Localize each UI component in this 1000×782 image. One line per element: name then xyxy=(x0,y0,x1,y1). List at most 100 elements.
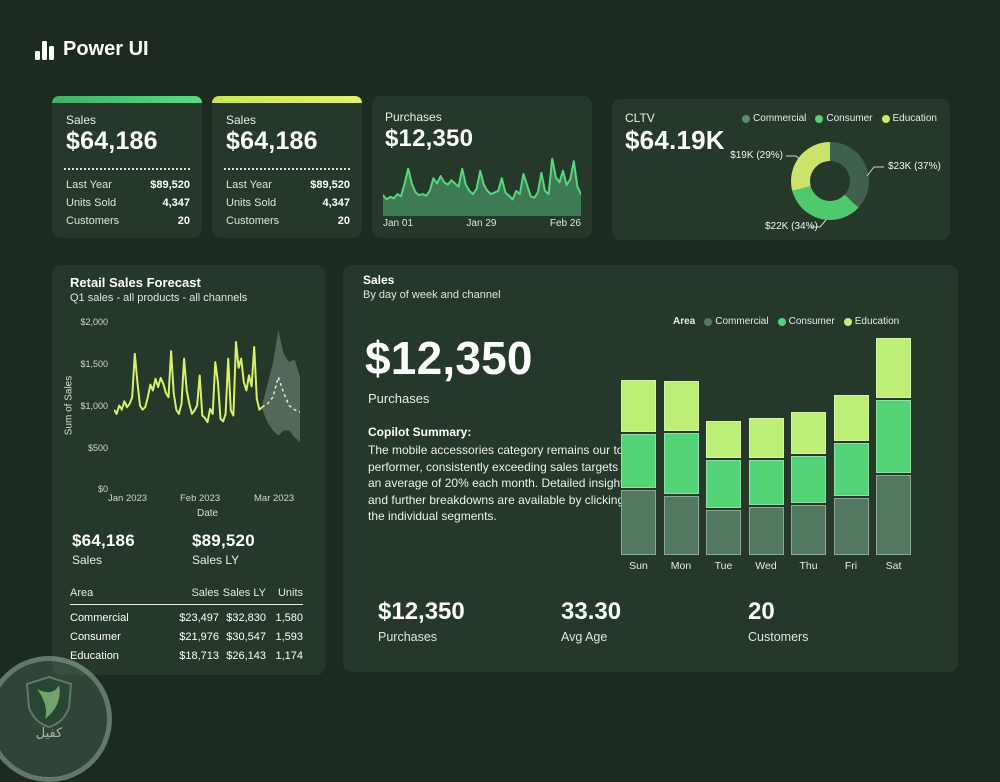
bar-column-sat[interactable] xyxy=(876,325,911,555)
legend-dot-commercial xyxy=(704,317,713,326)
retail-kpi-sales: $64,186 xyxy=(72,531,135,550)
bar-category-label: Thu xyxy=(799,560,818,572)
bar-column-thu[interactable] xyxy=(791,325,826,555)
bar-chart-legend: Area Commercial Consumer Education xyxy=(673,316,899,327)
retail-forecast-card: Retail Sales Forecast Q1 sales - all pro… xyxy=(52,265,325,675)
bar-segment-commercial[interactable] xyxy=(663,496,699,555)
bar-segment-education[interactable] xyxy=(621,380,656,432)
row-label: Units Sold xyxy=(226,197,277,209)
card-subtitle: By day of week and channel xyxy=(363,289,501,301)
retail-kpi-sales-label: Sales xyxy=(72,553,103,567)
bar-segment-consumer[interactable] xyxy=(833,443,869,496)
bar-segment-education[interactable] xyxy=(748,418,784,458)
card-title: Sales xyxy=(363,273,395,287)
legend-item[interactable]: Commercial xyxy=(742,113,806,124)
purchases-sparkline[interactable] xyxy=(383,154,581,216)
purchases-card: Purchases $12,350 Jan 01 Jan 29 Feb 26 xyxy=(372,96,592,238)
sales-by-day-card: Sales By day of week and channel $12,350… xyxy=(343,265,958,672)
bar-category-label: Tue xyxy=(714,560,733,572)
row-label: Units Sold xyxy=(66,197,117,209)
bar-column-sun[interactable] xyxy=(621,325,656,555)
y-tick: $1,000 xyxy=(80,401,108,411)
cell-area: Consumer xyxy=(70,630,121,643)
row-label: Customers xyxy=(66,215,120,227)
bar-column-tue[interactable] xyxy=(706,325,741,555)
x-tick: Jan 2023 xyxy=(108,493,148,504)
bar-segment-consumer[interactable] xyxy=(791,456,826,503)
x-tick: Jan 01 xyxy=(383,218,414,229)
legend-item[interactable]: Education xyxy=(881,113,937,124)
legend-item[interactable]: Consumer xyxy=(777,316,835,327)
card-label: Purchases xyxy=(385,110,442,124)
y-axis-label: Sum of Sales xyxy=(63,375,75,436)
cltv-card: CLTV $64.19K Commercial Consumer Educati… xyxy=(612,99,950,240)
legend-label: Education xyxy=(892,113,937,124)
card-accent-bar xyxy=(52,96,202,103)
footer-kpi-purchases: $12,350 xyxy=(378,598,465,625)
dotted-divider xyxy=(64,168,190,170)
app-header: Power UI xyxy=(35,38,149,61)
donut-label-consumer: $22K (34%) xyxy=(765,221,818,232)
x-tick: Feb 26 xyxy=(549,218,581,229)
bar-segment-education[interactable] xyxy=(833,395,869,441)
table-row[interactable]: Commercial $23,497 $32,830 1,580 xyxy=(70,608,303,627)
cell-units: 1,593 xyxy=(275,630,303,643)
card-label: CLTV xyxy=(625,111,655,125)
bar-segment-consumer[interactable] xyxy=(748,460,784,505)
kpi-row: Last Year $89,520 xyxy=(226,176,350,194)
bar-segment-education[interactable] xyxy=(791,412,826,454)
footer-kpi-customers-label: Customers xyxy=(748,630,809,644)
legend-title: Area xyxy=(673,316,696,327)
legend-item[interactable]: Education xyxy=(843,316,899,327)
bar-column-wed[interactable] xyxy=(748,325,784,555)
table-row[interactable]: Education $18,713 $26,143 1,174 xyxy=(70,646,303,665)
bar-category-label: Sat xyxy=(885,560,902,572)
copilot-summary-body: The mobile accessories category remains … xyxy=(368,443,641,524)
y-tick: $0 xyxy=(97,484,108,494)
bar-segment-consumer[interactable] xyxy=(621,434,656,488)
card-label: Sales xyxy=(226,113,257,127)
bar-segment-commercial[interactable] xyxy=(706,510,741,555)
y-tick: $1,500 xyxy=(80,359,108,369)
retail-forecast-chart[interactable] xyxy=(114,315,304,493)
legend-item[interactable]: Consumer xyxy=(815,113,873,124)
cell-units: 1,580 xyxy=(275,611,303,624)
bar-segment-education[interactable] xyxy=(876,338,911,398)
row-value: 4,347 xyxy=(162,197,190,209)
bar-category-label: Fri xyxy=(844,560,858,572)
legend-label: Commercial xyxy=(753,113,807,124)
legend-dot-consumer xyxy=(777,317,786,326)
donut-label-commercial: $23K (37%) xyxy=(888,161,941,172)
cltv-legend: Commercial Consumer Education xyxy=(742,113,937,124)
footer-kpi-avg-age-label: Avg Age xyxy=(561,630,608,644)
row-label: Last Year xyxy=(226,179,272,191)
cell-sales: $18,713 xyxy=(179,649,219,662)
bar-segment-education[interactable] xyxy=(706,421,741,458)
cell-sales-ly: $32,830 xyxy=(226,611,266,624)
retail-kpi-sales-ly: $89,520 xyxy=(192,531,255,550)
x-tick: Jan 29 xyxy=(466,218,497,229)
legend-label: Commercial xyxy=(715,316,769,327)
purchases-big-kpi: $12,350 xyxy=(365,332,533,384)
col-header-area: Area xyxy=(70,586,94,599)
card-title: Retail Sales Forecast xyxy=(70,275,201,290)
legend-item[interactable]: Commercial xyxy=(704,316,769,327)
kpi-row: Units Sold 4,347 xyxy=(226,194,350,212)
bar-segment-consumer[interactable] xyxy=(876,400,911,473)
bar-segment-consumer[interactable] xyxy=(706,460,741,508)
cell-sales: $21,976 xyxy=(179,630,219,643)
bar-segment-commercial[interactable] xyxy=(876,475,911,555)
bar-segment-commercial[interactable] xyxy=(791,505,826,555)
bar-column-mon[interactable] xyxy=(663,325,699,555)
bar-segment-commercial[interactable] xyxy=(748,507,784,555)
cell-sales: $23,497 xyxy=(179,611,219,624)
bar-segment-commercial[interactable] xyxy=(621,490,656,555)
col-header-sales: Sales xyxy=(191,586,219,599)
stacked-bar-chart[interactable]: Sun Mon Tue Wed Thu Fri Sat xyxy=(621,325,916,572)
bar-segment-commercial[interactable] xyxy=(833,498,869,555)
table-row[interactable]: Consumer $21,976 $30,547 1,593 xyxy=(70,627,303,646)
bar-segment-education[interactable] xyxy=(663,381,699,431)
bar-segment-consumer[interactable] xyxy=(663,433,699,494)
bar-column-fri[interactable] xyxy=(833,325,869,555)
legend-label: Consumer xyxy=(826,113,873,124)
